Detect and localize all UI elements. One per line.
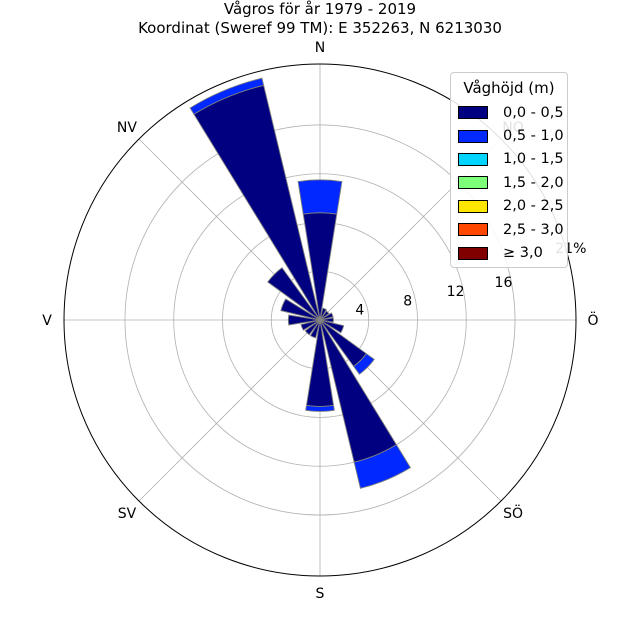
legend-label: 0,0 - 0,5	[503, 104, 564, 121]
radial-tick-label: 4	[355, 303, 364, 319]
legend-label: 1,0 - 1,5	[503, 151, 564, 168]
rose-bar	[297, 179, 343, 215]
direction-label: Ö	[587, 311, 598, 329]
legend-entry: ≥ 3,0	[451, 241, 567, 264]
rose-bar	[287, 314, 321, 326]
rose-bar	[319, 317, 334, 323]
direction-label: S	[316, 586, 325, 602]
rose-bar	[319, 319, 345, 334]
direction-label: SÖ	[503, 504, 523, 522]
legend-swatch	[458, 199, 488, 213]
legend-entries: 0,0 - 0,5 0,5 - 1,0 1,0 - 1,5 1,5 - 2,0 2,0 …	[451, 101, 567, 265]
legend-entry: 2,5 - 3,0	[451, 218, 567, 241]
rose-bar	[304, 319, 321, 336]
legend: Våghöjd (m) 0,0 - 0,5 0,5 - 1,0 1,0 - 1,5 1…	[450, 72, 568, 268]
legend-swatch	[458, 129, 488, 143]
rose-bar	[189, 77, 265, 115]
legend-label: ≥ 3,0	[503, 245, 543, 262]
legend-label: 0,5 - 1,0	[503, 128, 564, 145]
chart-title-block: Vågros för år 1979 - 2019 Koordinat (Swe…	[0, 0, 640, 38]
legend-swatch	[458, 223, 488, 237]
rose-bar	[319, 310, 330, 321]
chart-title: Vågros för år 1979 - 2019	[223, 0, 417, 18]
angular-gridline	[138, 319, 321, 502]
chart-subtitle: Koordinat (Sweref 99 TM): E 352263, N 62…	[138, 19, 502, 37]
rose-bar	[300, 319, 321, 331]
legend-label: 2,5 - 3,0	[503, 221, 564, 238]
legend-swatch	[458, 246, 488, 260]
legend-entry: 1,0 - 1,5	[451, 148, 567, 171]
legend-entry: 0,5 - 1,0	[451, 124, 567, 147]
rose-bar	[353, 444, 412, 489]
legend-label: 2,0 - 2,5	[503, 198, 564, 215]
radial-tick-label: 12	[447, 284, 465, 300]
direction-label: N	[315, 40, 325, 56]
direction-label: V	[42, 313, 52, 329]
legend-entry: 1,5 - 2,0	[451, 171, 567, 194]
legend-label: 1,5 - 2,0	[503, 174, 564, 191]
direction-label: SV	[118, 506, 137, 522]
legend-swatch	[458, 176, 488, 190]
legend-swatch	[458, 106, 488, 120]
rose-bar	[305, 404, 335, 412]
rose-bar	[319, 312, 334, 321]
legend-title: Våghöjd (m)	[463, 79, 555, 97]
radial-tick-label: 8	[403, 293, 412, 309]
rose-bar	[319, 307, 327, 321]
rose-bar	[309, 319, 321, 339]
rose-bar	[353, 353, 375, 375]
legend-entry: 2,0 - 2,5	[451, 195, 567, 218]
rose-bar	[267, 267, 321, 321]
rose-bar	[280, 298, 321, 321]
rose-bars	[189, 77, 412, 489]
radial-tick-label: 16	[495, 275, 513, 291]
legend-entry: 0,0 - 0,5	[451, 101, 567, 124]
polar-frame	[63, 63, 577, 577]
direction-label: NV	[117, 120, 137, 136]
legend-swatch	[458, 152, 488, 166]
